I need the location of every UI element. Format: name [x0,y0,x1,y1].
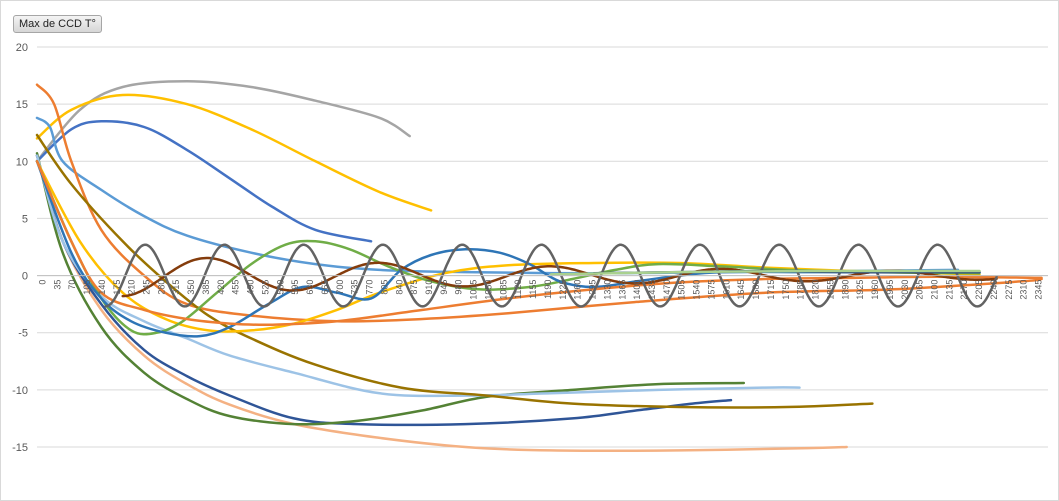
series-line-5[interactable] [35,83,1043,323]
x-tick-label: 35 [52,280,62,290]
x-tick-label: 665 [320,280,330,295]
x-tick-label: 2275 [1004,280,1014,300]
x-tick-label: 525 [260,280,270,295]
x-tick-label: 1960 [870,280,880,300]
y-tick-label: -15 [12,442,28,454]
x-tick-label: 350 [186,280,196,295]
x-tick-label: 1925 [855,280,865,300]
y-tick-label: 5 [22,213,28,225]
series-line-6[interactable] [35,154,848,453]
x-tick-label: 2135 [944,280,954,300]
x-tick-label: 1470 [662,280,672,300]
x-tick-label: 2240 [989,280,999,300]
x-tick-label: 1750 [781,280,791,300]
series-line-18[interactable] [549,269,981,276]
x-tick-label: 490 [246,280,256,295]
x-tick-label: 595 [290,280,300,295]
x-tick-label: 700 [335,280,345,295]
x-tick-label: 735 [350,280,360,295]
series-line-8[interactable] [35,152,746,426]
y-tick-label: -5 [18,328,28,340]
x-tick-label: 210 [127,280,137,295]
x-tick-label: 840 [394,280,404,295]
x-tick-label: 2205 [974,280,984,300]
x-tick-label: 70 [67,280,77,290]
x-tick-label: 2310 [1019,280,1029,300]
series-line-3[interactable] [35,119,373,243]
x-tick-label: 910 [424,280,434,295]
gridlines [37,46,1048,448]
x-tick-label: 1050 [483,280,493,300]
x-tick-label: 2065 [915,280,925,300]
x-tick-label: 1330 [602,280,612,300]
x-tick-label: 0 [37,280,47,285]
y-tick-label: 10 [16,156,28,168]
x-tick-label: 315 [171,280,181,295]
x-tick-label: 1505 [677,280,687,300]
y-tick-label: 20 [16,42,28,54]
x-tick-label: 1155 [528,280,538,299]
x-tick-label: 2100 [929,280,939,300]
x-tick-label: 1995 [885,280,895,300]
x-tick-label: 875 [409,280,419,295]
x-tick-label: 1225 [558,280,568,300]
x-tick-label: 1540 [692,280,702,300]
x-tick-label: 1085 [498,280,508,300]
x-tick-label: 1575 [706,280,716,300]
y-tick-label: 15 [16,99,28,111]
series-group [35,80,1043,453]
x-tick-label: 140 [97,280,107,295]
x-tick-label: 1680 [751,280,761,300]
x-tick-label: 1190 [543,280,553,299]
x-axis: 0 35 70 105 140 175 210 245 280 315 350 385 420 455 49… [37,275,1048,300]
x-tick-label: 1820 [811,280,821,300]
series-line-1[interactable] [35,80,411,163]
series-line-16[interactable] [104,243,998,308]
series-line-13[interactable] [35,160,981,338]
x-tick-label: 1295 [588,280,598,300]
x-tick-label: 2030 [900,280,910,300]
x-tick-label: 1435 [647,280,657,300]
y-axis: 20 15 10 5 0 -5 -10 -15 [12,42,28,454]
x-tick-label: 455 [231,280,241,295]
series-line-10[interactable] [35,133,874,409]
x-tick-label: 2170 [959,280,969,300]
x-tick-label: 1645 [736,280,746,300]
x-tick-label: 1610 [721,280,731,300]
x-tick-label: 1890 [840,280,850,300]
x-tick-label: 1015 [469,280,479,300]
series-line-9[interactable] [35,154,801,398]
x-tick-label: 1260 [573,280,583,300]
x-tick-label: 805 [379,280,389,295]
x-tick-label: 175 [112,280,122,295]
x-tick-label: 1400 [632,280,642,300]
x-tick-label: 1120 [513,280,523,299]
x-tick-label: 1715 [766,280,776,300]
y-tick-label: -10 [12,385,28,397]
series-line-12[interactable] [35,160,981,336]
x-tick-label: 770 [365,280,375,295]
x-tick-label: 945 [439,280,449,295]
x-tick-label: 560 [275,280,285,295]
pivot-field-button[interactable]: Max de CCD T° [13,15,102,33]
x-tick-label: 1785 [796,280,806,300]
x-tick-label: 420 [216,280,226,295]
x-tick-label: 1855 [825,280,835,300]
x-tick-label: 630 [305,280,315,295]
x-tick-label: 385 [201,280,211,295]
series-line-2[interactable] [35,93,433,212]
x-tick-label: 980 [454,280,464,295]
x-tick-label: 105 [82,280,92,295]
x-tick-label: 2345 [1034,280,1044,300]
series-line-4[interactable] [35,116,960,275]
y-tick-label: 0 [22,271,28,283]
series-line-11[interactable] [35,160,981,333]
series-line-7[interactable] [35,154,733,427]
x-tick-label: 1365 [617,280,627,300]
x-tick-label: 245 [142,280,152,295]
x-tick-label: 280 [156,280,166,295]
